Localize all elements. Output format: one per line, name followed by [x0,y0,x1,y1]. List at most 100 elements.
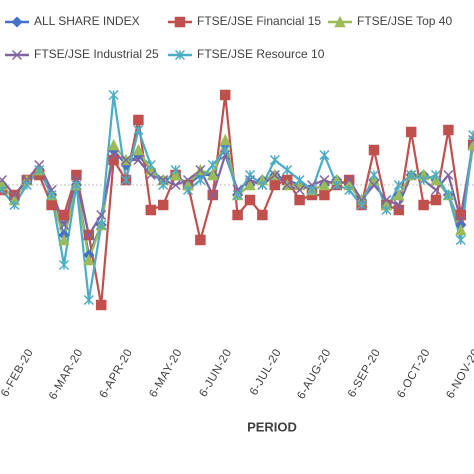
data-point [182,174,194,186]
data-point [58,209,70,221]
x-tick-label: 6-NOV-20 [444,347,474,401]
data-point [95,299,107,311]
data-point [158,179,169,191]
data-point [182,184,194,196]
data-point [207,168,219,181]
x-tick-label: 6-SEP-20 [346,347,383,400]
data-point [319,149,330,161]
data-point [368,169,380,181]
data-point [83,294,94,306]
data-point [455,234,466,246]
data-point [294,184,305,196]
data-point [145,169,156,181]
data-point [294,174,305,186]
data-point [133,154,144,166]
x-tick-label: 6-FEB-20 [0,347,36,399]
legend: ALL SHARE INDEX FTSE/JSE Financial 15 FTSE… [5,14,452,61]
data-point [108,149,119,161]
data-point [58,219,70,231]
data-point [9,199,20,211]
data-point [467,138,474,151]
data-point [306,184,318,196]
x-tick-label: 6-MAY-20 [148,347,185,400]
x-tick-label: 6-JUL-20 [248,347,284,397]
data-point [282,179,293,191]
data-point [368,144,380,156]
data-point [107,138,120,151]
data-point [455,209,467,221]
data-point [318,178,331,191]
data-point [145,159,156,171]
data-point [282,164,293,176]
data-point [443,124,454,136]
data-point [294,194,305,206]
x-tick-label: 6-MAR-20 [47,347,86,402]
data-point [133,114,144,126]
data-point [83,253,95,266]
data-point [405,126,417,138]
data-point [430,173,442,186]
data-point [96,219,107,231]
data-point [455,214,466,226]
data-point [344,174,355,186]
legend-marker [174,16,186,28]
data-point [0,174,8,186]
data-point [170,179,181,191]
data-point [430,194,442,206]
data-point [34,164,45,176]
data-point [381,194,392,206]
data-point [244,194,256,206]
data-point [96,209,107,221]
data-point [430,184,442,196]
data-point [319,189,330,201]
x-axis-title: PERIOD [247,419,297,434]
data-point [443,189,454,201]
data-point [195,174,206,186]
legend-marker [11,49,23,61]
data-point [269,169,280,181]
data-point [71,179,82,191]
x-tick-label: 6-APR-20 [98,347,136,400]
data-point [120,174,132,186]
data-point [58,259,70,271]
legend-marker [174,49,186,61]
legend-marker [334,15,346,28]
data-point [58,233,70,246]
data-point [157,199,169,211]
data-point [232,209,243,221]
data-point [381,204,392,216]
data-point [0,184,8,196]
data-point [244,178,256,191]
data-point [207,159,218,171]
data-point [195,234,206,246]
data-point [71,169,82,181]
x-tick-label: 6-AUG-20 [295,347,333,401]
data-point [468,129,474,141]
data-point [269,154,280,166]
data-point [195,164,206,176]
data-point [9,189,20,201]
legend-label: FTSE/JSE Resource 10 [197,47,325,61]
data-point [393,188,405,201]
data-point [406,169,417,181]
data-point [133,124,144,136]
data-point [220,144,231,156]
data-point [21,179,32,191]
data-point [418,174,429,186]
data-point [170,164,181,176]
data-point [331,179,342,191]
data-point [108,89,119,101]
legend-label: FTSE/JSE Top 40 [357,14,452,28]
data-point [244,169,256,181]
legend-marker [11,16,23,28]
data-point [393,204,405,216]
data-point [83,229,94,241]
x-tick-label: 6-JUN-20 [197,347,234,399]
data-point [132,143,145,156]
data-point [169,168,182,181]
data-point [443,169,454,181]
data-point [145,204,157,216]
data-point [430,169,442,181]
data-point [257,209,268,221]
